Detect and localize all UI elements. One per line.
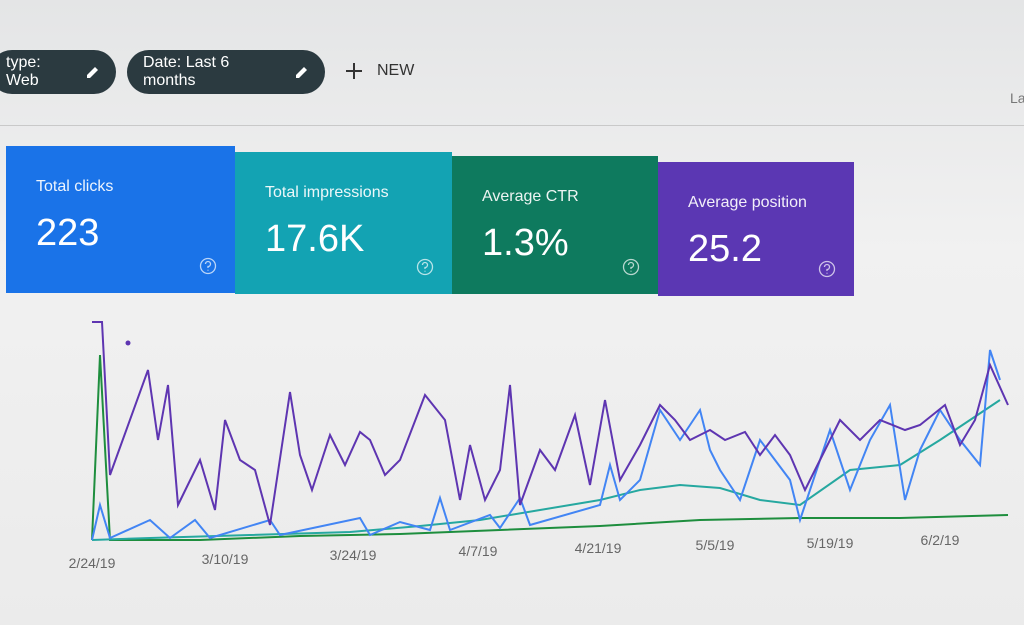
x-tick-label: 6/2/19 [921, 532, 960, 548]
chip-label: Date: Last 6 months [143, 54, 230, 89]
x-tick-label: 3/10/19 [202, 551, 249, 567]
position-line [92, 321, 1009, 526]
help-icon [199, 257, 217, 275]
divider [0, 125, 1024, 126]
help-icon [622, 258, 640, 276]
metric-card[interactable]: Average CTR 1.3% [452, 156, 658, 294]
metric-label: Total clicks [36, 178, 114, 195]
metric-card[interactable]: Total impressions 17.6K [235, 152, 452, 294]
point [125, 340, 131, 346]
edit-icon [87, 67, 99, 78]
edit-icon [295, 67, 307, 78]
x-tick-label: 3/24/19 [330, 547, 377, 563]
metric-value: 1.3% [482, 222, 569, 264]
x-tick-label: 5/19/19 [807, 535, 854, 551]
new-button[interactable]: NEW [345, 62, 414, 80]
metric-label: Average position [688, 194, 807, 211]
metric-value: 223 [36, 212, 100, 254]
metric-value: 25.2 [688, 228, 762, 270]
plus-icon [346, 63, 362, 79]
chip-label: type: Web [6, 54, 41, 89]
metric-card[interactable]: Total clicks 223 [6, 146, 235, 293]
filter-chip[interactable]: type: Web [0, 50, 116, 94]
x-tick-label: 4/7/19 [459, 543, 498, 559]
filter-chip[interactable]: Date: Last 6 months [127, 50, 325, 94]
impressions-line [91, 354, 1009, 541]
metric-card[interactable]: Average position 25.2 [658, 162, 854, 296]
x-axis: 2/24/19 3/10/19 3/24/19 4/7/19 4/21/19 5/5/19… [69, 532, 960, 571]
metric-value: 17.6K [265, 218, 365, 260]
ctr-line [91, 399, 1001, 541]
x-tick-label: 5/5/19 [696, 537, 735, 553]
x-tick-label: 4/21/19 [575, 540, 622, 556]
help-icon [416, 258, 434, 276]
clicks-line [91, 349, 1001, 541]
help-icon [818, 260, 836, 278]
partial-text: La [1010, 90, 1024, 106]
new-label: NEW [377, 62, 415, 79]
metric-label: Total impressions [265, 184, 389, 201]
x-tick-label: 2/24/19 [69, 555, 116, 571]
metric-label: Average CTR [482, 188, 579, 205]
